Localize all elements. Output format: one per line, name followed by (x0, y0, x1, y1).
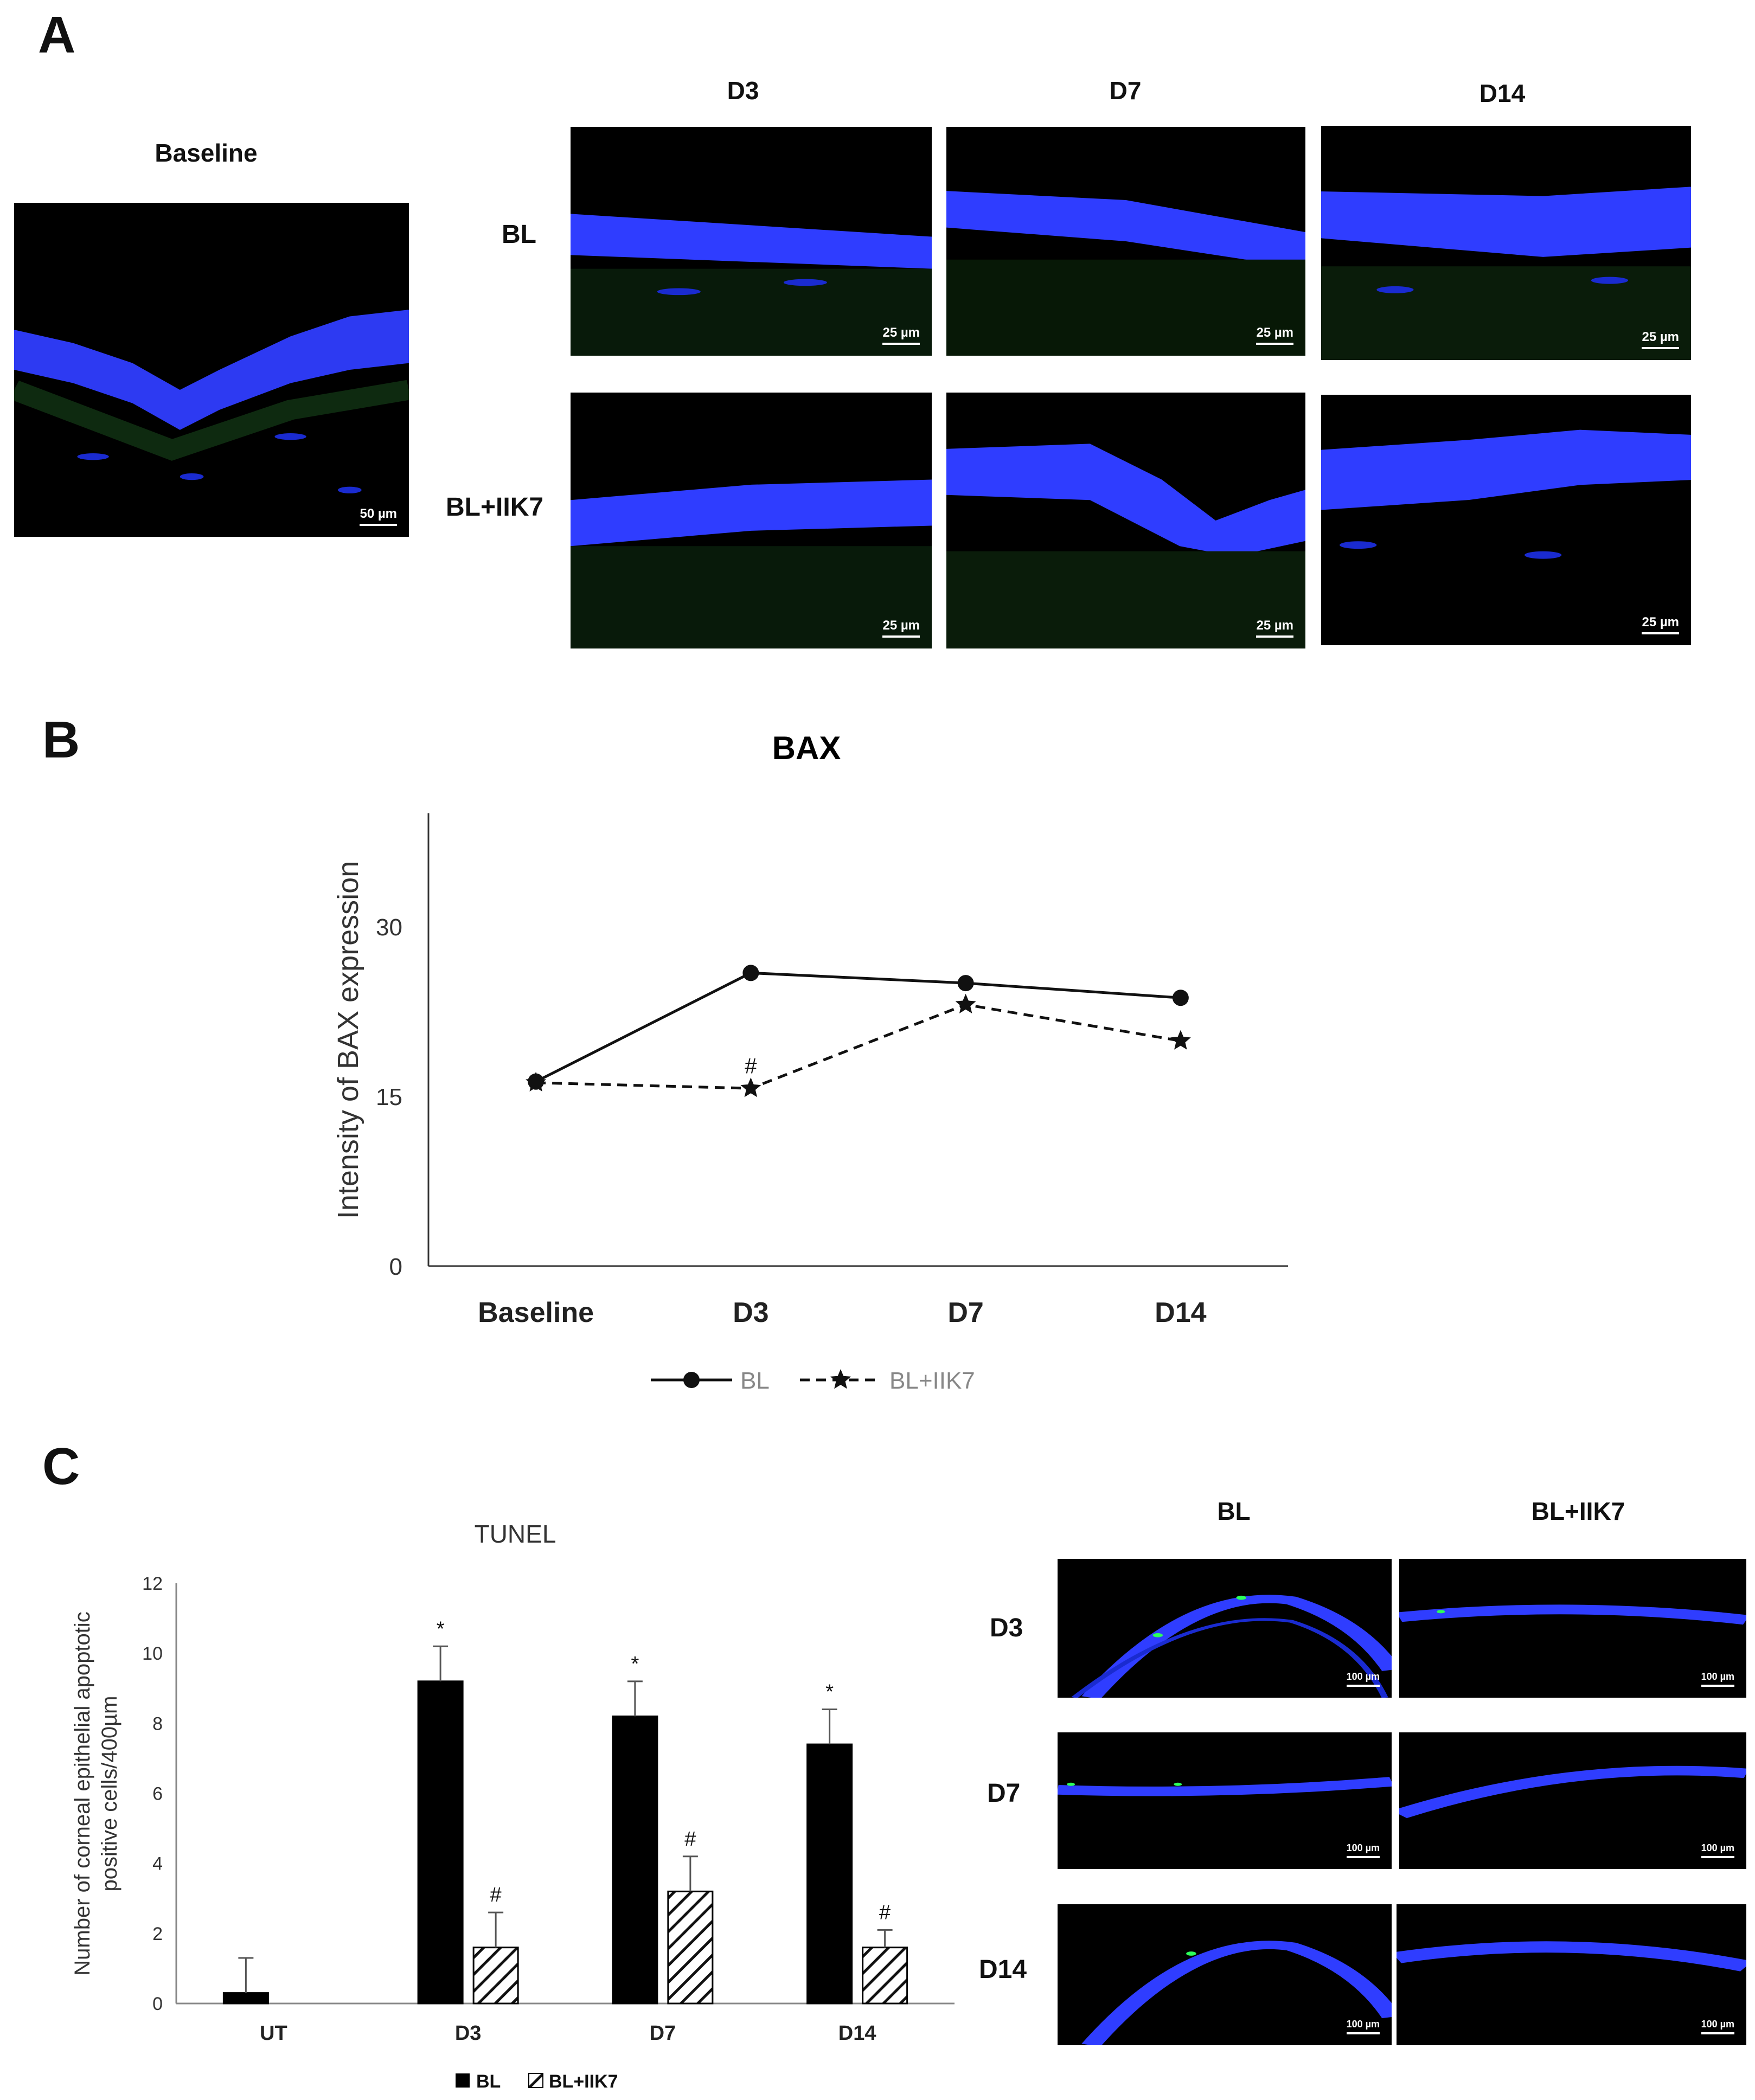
y-axis-label-line2: positive cells/400µm (98, 1696, 121, 1892)
legend-swatch-bl-iik7 (528, 2073, 543, 2088)
y-tick-label: 12 (142, 1574, 163, 1594)
micro-column-label-bl-iik7: BL+IIK7 (1531, 1497, 1625, 1525)
significance-label: * (631, 1653, 639, 1675)
legend-marker-bl-iik7 (830, 1369, 851, 1389)
data-point-bl-iik7 (1170, 1030, 1191, 1050)
scale-bar: 50 µm (360, 506, 397, 526)
x-tick-label-ut: UT (260, 2022, 287, 2045)
micrograph-bl-d7: 25 µm (946, 127, 1305, 356)
data-point-bl-iik7 (955, 993, 976, 1013)
column-label-d3: D3 (727, 76, 759, 105)
y-tick-label: 30 (376, 914, 402, 941)
legend-label-bl-iik7: BL+IIK7 (549, 2071, 618, 2092)
scale-bar: 100 µm (1346, 1671, 1380, 1687)
significance-label: # (684, 1828, 696, 1851)
annotation-label: # (745, 1054, 757, 1078)
bax-line-chart: BAX 0 15 30 Intensity of BAX expression Basel… (332, 730, 1288, 1394)
panel-a-letter: A (38, 6, 76, 64)
row-label-bl: BL (502, 220, 536, 249)
baseline-label: Baseline (155, 139, 258, 167)
significance-label: * (437, 1617, 445, 1640)
x-tick-label-d7: D7 (947, 1297, 983, 1328)
scale-bar: 25 µm (1256, 618, 1293, 638)
tunel-micrograph-bl-iik7-d3: 100 µm (1399, 1559, 1746, 1698)
micrograph-bl-iik7-d3: 25 µm (571, 393, 932, 648)
x-tick-label-d7: D7 (650, 2022, 676, 2045)
bar-bl-iik7-d3 (472, 1947, 519, 2005)
bar-bl-d7 (612, 1715, 658, 2005)
significance-label: * (825, 1681, 834, 1704)
scale-bar: 25 µm (882, 618, 920, 638)
legend-marker-bl (683, 1372, 700, 1388)
micro-row-label-d3: D3 (990, 1614, 1023, 1642)
y-axis-label: Intensity of BAX expression (332, 861, 364, 1219)
baseline-micrograph: 50 µm (14, 203, 409, 537)
y-tick-label: 4 (152, 1854, 163, 1874)
bar-bl-d14 (806, 1743, 853, 2005)
chart-title: BAX (772, 730, 841, 766)
data-point-bl (742, 965, 759, 981)
data-point-bl-iik7 (740, 1077, 761, 1097)
y-tick-label: 15 (376, 1084, 402, 1110)
series-line-bl-iik7 (536, 1003, 1181, 1090)
chart-title: TUNEL (475, 1520, 556, 1548)
legend-label-bl: BL (476, 2071, 501, 2092)
micro-row-label-d7: D7 (987, 1779, 1021, 1808)
panel-b-letter: B (42, 711, 80, 769)
x-tick-label-d3: D3 (455, 2022, 482, 2045)
row-label-bl-iik7: BL+IIK7 (446, 493, 544, 522)
tunel-micrograph-bl-iik7-d7: 100 µm (1399, 1732, 1746, 1869)
micro-column-label-bl: BL (1217, 1497, 1251, 1525)
data-point-bl (1172, 990, 1189, 1006)
y-tick-label: 10 (142, 1643, 163, 1664)
micrograph-bl-iik7-d14: 25 µm (1321, 395, 1691, 645)
column-label-d14: D14 (1479, 79, 1526, 107)
legend-swatch-bl (456, 2073, 470, 2088)
x-tick-label-baseline: Baseline (478, 1297, 594, 1328)
micrograph-bl-iik7-d7: 25 µm (946, 393, 1305, 648)
legend-label-bl-iik7: BL+IIK7 (889, 1367, 975, 1394)
scale-bar: 25 µm (882, 325, 920, 345)
scale-bar: 100 µm (1346, 2019, 1380, 2034)
tunel-micrograph-bl-iik7-d14: 100 µm (1397, 1904, 1746, 2045)
micrograph-bl-d14: 25 µm (1321, 126, 1691, 360)
x-tick-label-d3: D3 (733, 1297, 768, 1328)
bar-bl-iik7-d7 (667, 1890, 714, 2005)
x-tick-label-d14: D14 (1155, 1297, 1206, 1328)
scale-bar: 25 µm (1642, 615, 1679, 634)
bar-bl-iik7-d14 (862, 1947, 908, 2005)
bar-bl-ut (222, 1992, 269, 2005)
scale-bar: 100 µm (1701, 1842, 1734, 1858)
significance-label: # (879, 1901, 891, 1924)
significance-label: # (490, 1884, 502, 1906)
column-label-d7: D7 (1109, 76, 1142, 105)
tunel-micrograph-bl-d14: 100 µm (1058, 1904, 1392, 2045)
series-line-bl (535, 971, 1181, 1083)
scale-bar: 25 µm (1256, 325, 1293, 345)
micrograph-bl-d3: 25 µm (571, 127, 932, 356)
x-tick-label-d14: D14 (838, 2022, 876, 2045)
scale-bar: 100 µm (1701, 2019, 1734, 2034)
tunel-micrograph-bl-d7: 100 µm (1058, 1732, 1392, 1869)
scale-bar: 100 µm (1701, 1671, 1734, 1687)
data-point-bl (957, 975, 974, 992)
micro-row-label-d14: D14 (979, 1955, 1027, 1984)
scale-bar: 25 µm (1642, 330, 1679, 349)
y-tick-label: 8 (152, 1713, 163, 1734)
data-point-bl-iik7 (526, 1071, 547, 1091)
y-axis-label-line1: Number of corneal epithelial apoptotic (71, 1611, 94, 1976)
y-tick-label: 6 (152, 1784, 163, 1804)
y-tick-label: 0 (389, 1254, 402, 1280)
bar-bl-d3 (417, 1680, 464, 2005)
legend-label-bl: BL (740, 1367, 770, 1394)
y-tick-label: 0 (152, 1994, 163, 2014)
panel-c-letter: C (42, 1437, 80, 1495)
tunel-micrograph-bl-d3: 100 µm (1058, 1559, 1392, 1698)
scale-bar: 100 µm (1346, 1842, 1380, 1858)
y-tick-label: 2 (152, 1924, 163, 1944)
